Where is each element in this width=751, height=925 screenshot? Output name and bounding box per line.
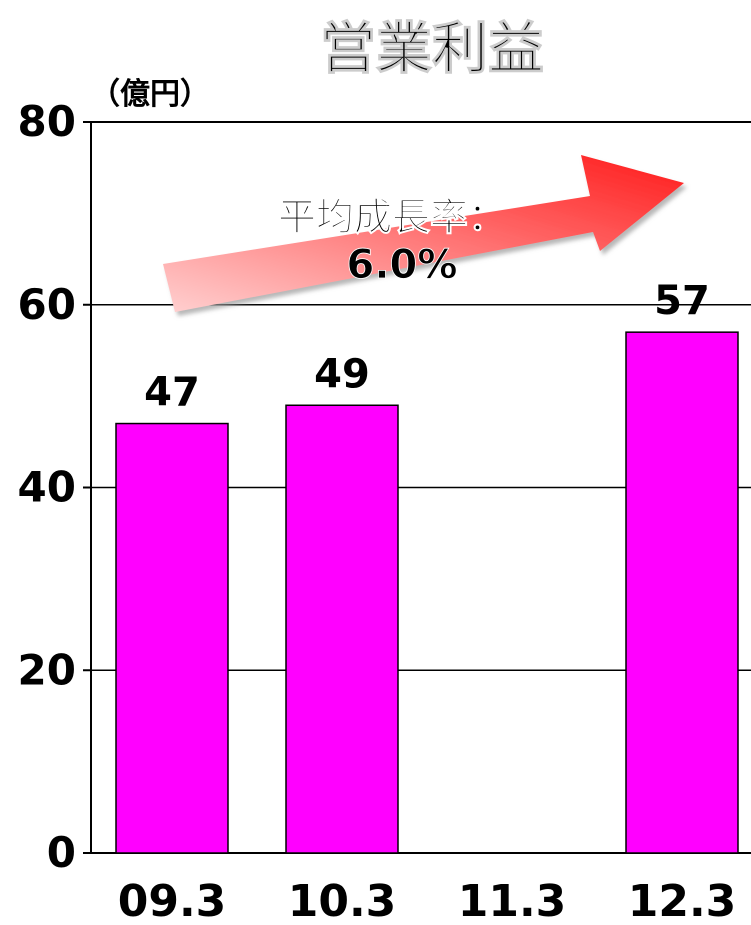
data-labels: 47 49 57 — [144, 278, 710, 415]
bar-09.3 — [115, 422, 229, 854]
bar-12.3 — [625, 331, 739, 854]
x-tick-label-11.3: 11.3 — [458, 876, 567, 925]
x-tick-label-12.3: 12.3 — [628, 876, 737, 925]
growth-arrow — [163, 155, 684, 312]
plot-frame — [90, 121, 751, 854]
y-tick-label-80: 80 — [18, 97, 76, 146]
bars — [115, 331, 739, 854]
y-tick-label-60: 60 — [18, 280, 76, 329]
x-tick-label-09.3: 09.3 — [118, 876, 227, 925]
unit-label: （億円） — [90, 77, 210, 112]
x-tick-label-10.3: 10.3 — [288, 876, 397, 925]
y-tick-label-40: 40 — [18, 463, 76, 512]
growth-rate-value: 6.0% — [347, 242, 458, 288]
data-label-10.3: 49 — [314, 351, 370, 397]
chart-title: 営業利益 — [320, 17, 544, 82]
y-axis-ticks: 0 20 40 60 80 — [18, 97, 91, 877]
data-label-09.3: 47 — [144, 370, 200, 416]
growth-rate-label: 平均成長率： — [278, 195, 506, 239]
y-tick-label-20: 20 — [18, 645, 76, 694]
data-label-12.3: 57 — [654, 278, 710, 324]
growth-arrow-annotation: 平均成長率： 6.0% — [163, 155, 684, 312]
x-axis-ticks: 09.3 10.3 11.3 12.3 — [118, 876, 737, 925]
bar-10.3 — [285, 404, 399, 854]
y-tick-label-0: 0 — [47, 828, 76, 877]
